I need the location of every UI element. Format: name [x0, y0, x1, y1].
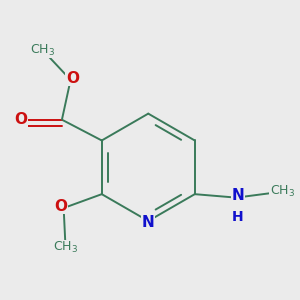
Text: N: N	[142, 215, 155, 230]
Text: O: O	[66, 70, 79, 86]
Text: H: H	[232, 210, 244, 224]
Text: CH$_3$: CH$_3$	[30, 43, 56, 58]
Text: O: O	[15, 112, 28, 127]
Text: CH$_3$: CH$_3$	[53, 240, 78, 255]
Text: N: N	[231, 188, 244, 203]
Text: CH$_3$: CH$_3$	[270, 184, 295, 199]
Text: O: O	[54, 199, 68, 214]
